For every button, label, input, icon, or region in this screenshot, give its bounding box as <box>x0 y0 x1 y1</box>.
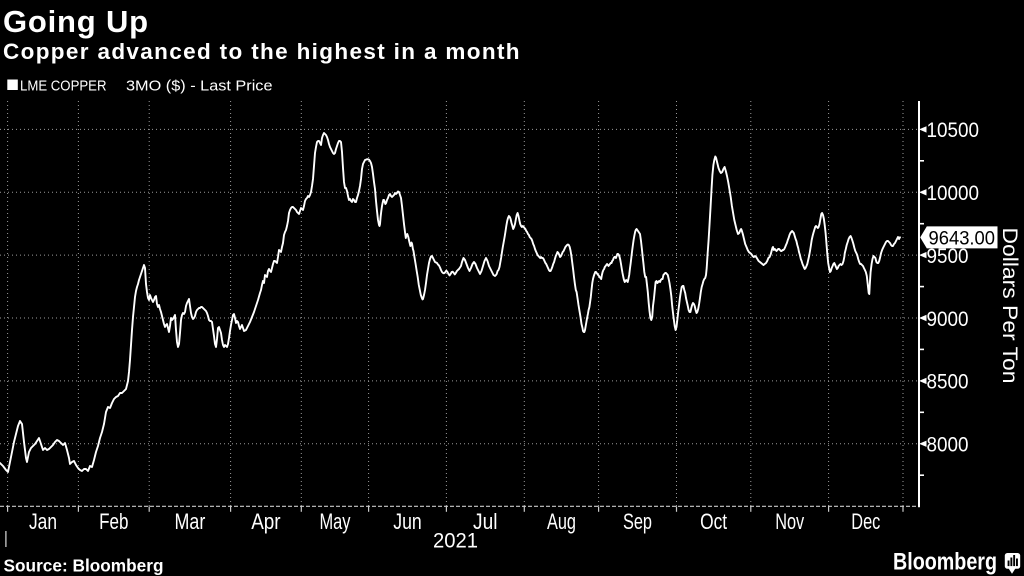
svg-text:May: May <box>320 509 351 534</box>
svg-text:Feb: Feb <box>99 509 128 534</box>
svg-text:Source: Bloomberg: Source: Bloomberg <box>4 556 164 576</box>
svg-text:Jan: Jan <box>29 509 57 534</box>
svg-text:Jun: Jun <box>393 509 422 534</box>
svg-text:8000: 8000 <box>927 433 969 457</box>
svg-text:10000: 10000 <box>927 181 980 205</box>
svg-text:Dec: Dec <box>851 509 880 534</box>
svg-text:Aug: Aug <box>547 509 576 534</box>
svg-text:Apr: Apr <box>251 509 280 534</box>
svg-text:9000: 9000 <box>927 307 969 331</box>
svg-text:Dollars Per Ton: Dollars Per Ton <box>998 228 1022 384</box>
svg-text:3MO ($) - Last Price: 3MO ($) - Last Price <box>126 79 273 95</box>
svg-text:Jul: Jul <box>473 509 498 534</box>
svg-text:9643.00: 9643.00 <box>929 228 996 250</box>
svg-text:Bloomberg: Bloomberg <box>893 549 997 576</box>
svg-text:Sep: Sep <box>623 509 652 534</box>
svg-text:8500: 8500 <box>927 370 969 394</box>
svg-text:2021: 2021 <box>433 530 478 553</box>
svg-text:LME COPPER: LME COPPER <box>20 79 107 95</box>
svg-text:10500: 10500 <box>927 118 980 142</box>
svg-text:Mar: Mar <box>175 509 206 534</box>
svg-text:Nov: Nov <box>775 509 804 534</box>
svg-text:Oct: Oct <box>700 509 727 534</box>
